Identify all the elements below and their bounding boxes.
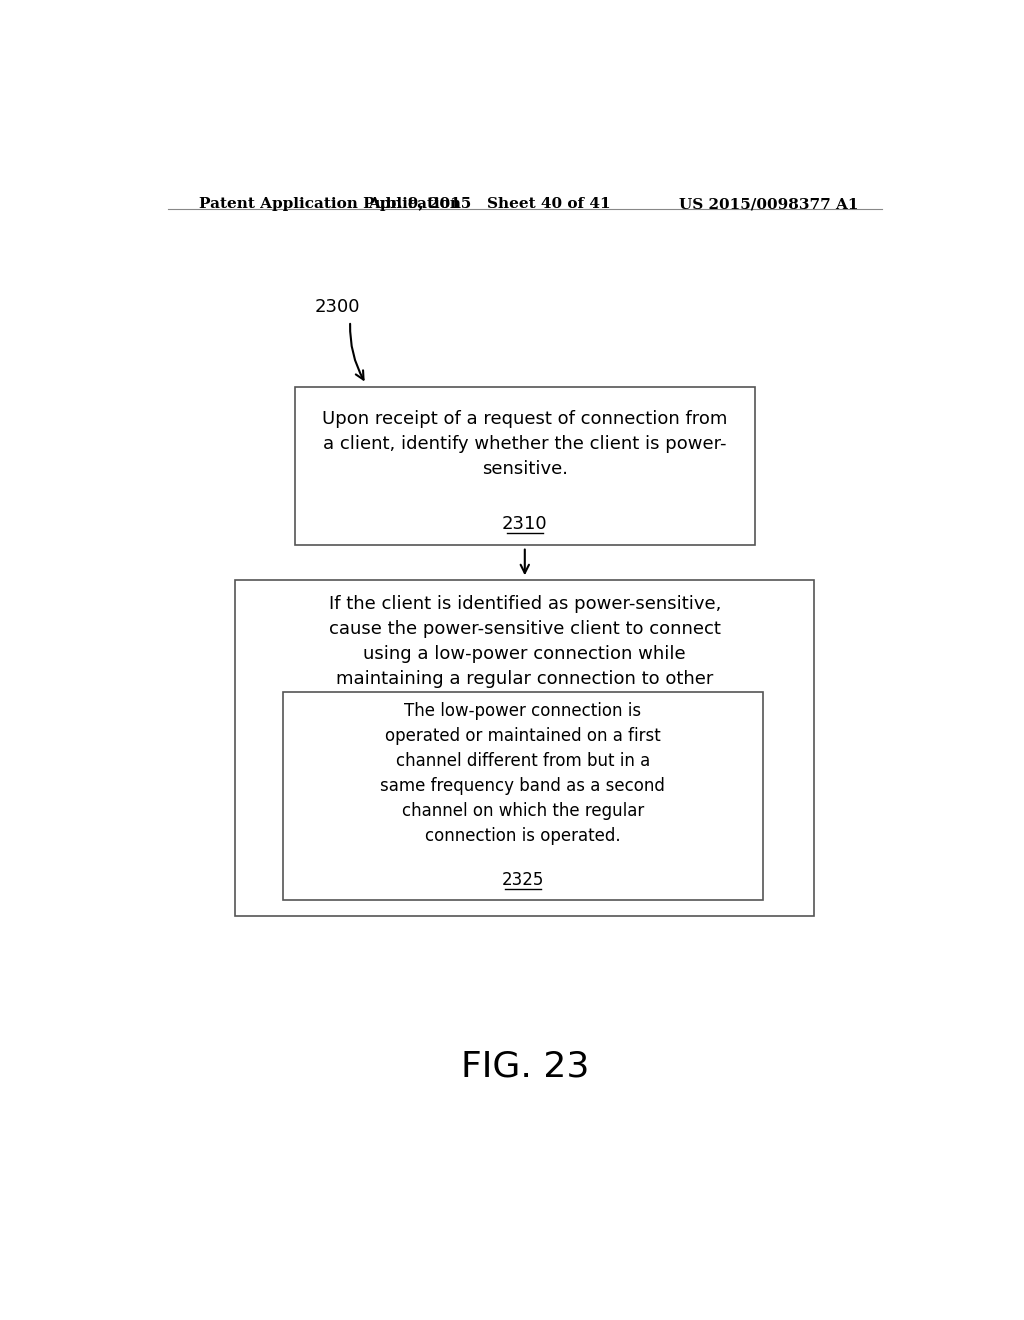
Text: US 2015/0098377 A1: US 2015/0098377 A1 [679, 197, 858, 211]
FancyBboxPatch shape [295, 387, 755, 545]
Text: If the client is identified as power-sensitive,
cause the power-sensitive client: If the client is identified as power-sen… [329, 595, 721, 713]
Text: The low-power connection is
operated or maintained on a first
channel different : The low-power connection is operated or … [380, 702, 666, 845]
Text: 2310: 2310 [502, 515, 548, 533]
Text: Patent Application Publication: Patent Application Publication [200, 197, 462, 211]
Text: Upon receipt of a request of connection from
a client, identify whether the clie: Upon receipt of a request of connection … [323, 409, 727, 478]
Text: Apr. 9, 2015   Sheet 40 of 41: Apr. 9, 2015 Sheet 40 of 41 [368, 197, 610, 211]
FancyBboxPatch shape [283, 692, 763, 900]
Text: 2300: 2300 [314, 298, 360, 315]
Text: FIG. 23: FIG. 23 [461, 1049, 589, 1084]
Text: 2320: 2320 [502, 784, 548, 803]
FancyBboxPatch shape [236, 581, 814, 916]
Text: 2325: 2325 [502, 871, 544, 890]
